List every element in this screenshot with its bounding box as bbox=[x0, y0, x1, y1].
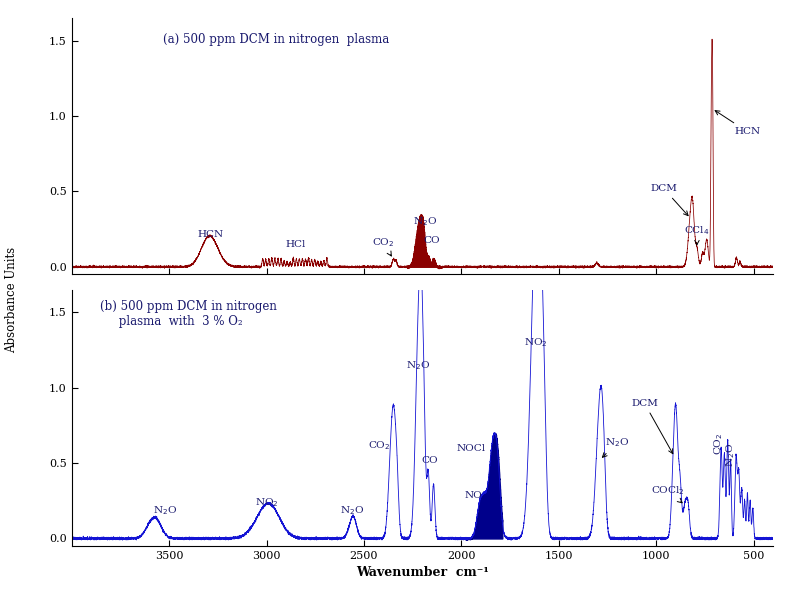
Text: CO$_2$: CO$_2$ bbox=[712, 433, 724, 455]
Text: HCN: HCN bbox=[197, 230, 223, 239]
Text: N$_2$O: N$_2$O bbox=[340, 504, 364, 517]
Text: Absorbance Units: Absorbance Units bbox=[6, 247, 18, 353]
Text: HCN: HCN bbox=[715, 110, 760, 136]
Text: N$_2$O: N$_2$O bbox=[153, 504, 177, 517]
Text: CO$_2$: CO$_2$ bbox=[372, 236, 395, 256]
Text: NO$_2$: NO$_2$ bbox=[524, 337, 548, 349]
Text: N$_2$O: N$_2$O bbox=[406, 359, 430, 372]
Text: CO: CO bbox=[421, 456, 438, 465]
Text: NO: NO bbox=[464, 491, 482, 500]
Text: N$_2$O: N$_2$O bbox=[603, 436, 630, 457]
Text: N$_2$O: N$_2$O bbox=[413, 215, 437, 229]
Text: CCl$_4$: CCl$_4$ bbox=[685, 224, 710, 245]
Text: (b) 500 ppm DCM in nitrogen
     plasma  with  3 % O₂: (b) 500 ppm DCM in nitrogen plasma with … bbox=[100, 300, 277, 328]
Text: NOCl: NOCl bbox=[457, 444, 485, 453]
Text: NO$_2$: NO$_2$ bbox=[255, 496, 278, 509]
Text: CO: CO bbox=[423, 236, 440, 245]
Text: DCM: DCM bbox=[631, 399, 673, 454]
Text: HCl: HCl bbox=[285, 240, 306, 249]
X-axis label: Wavenumber  cm⁻¹: Wavenumber cm⁻¹ bbox=[356, 566, 489, 580]
Text: N$_2$O: N$_2$O bbox=[724, 443, 737, 467]
Text: (a) 500 ppm DCM in nitrogen  plasma: (a) 500 ppm DCM in nitrogen plasma bbox=[163, 34, 389, 46]
Text: CO$_2$: CO$_2$ bbox=[368, 439, 391, 452]
Text: DCM: DCM bbox=[650, 184, 688, 215]
Text: COCl$_2$: COCl$_2$ bbox=[651, 484, 685, 503]
